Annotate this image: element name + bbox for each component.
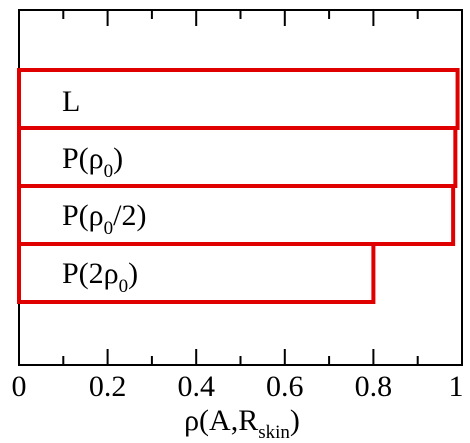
- x-tick-label-4: 0.8: [355, 370, 393, 403]
- x-axis-label: ρ(A,Rskin): [184, 404, 300, 443]
- x-tick-label-3: 0.6: [266, 370, 304, 403]
- x-tick-labels: 0 0.2 0.4 0.6 0.8 1: [12, 370, 464, 403]
- bar-label-p-rho0-half: P(ρ0/2): [62, 199, 146, 239]
- bar-label-p-2rho0: P(2ρ0): [62, 257, 138, 297]
- bar-label-l: L: [62, 85, 80, 118]
- x-tick-label-5: 1: [449, 370, 464, 403]
- x-tick-label-0: 0: [12, 370, 27, 403]
- bars: [17, 68, 460, 304]
- bar-0: [17, 68, 460, 130]
- bar-3: [17, 242, 376, 304]
- x-ticks: [18, 10, 463, 365]
- x-tick-label-1: 0.2: [89, 370, 127, 403]
- x-tick-label-2: 0.4: [177, 370, 215, 403]
- bar-label-p-rho0: P(ρ0): [62, 142, 123, 182]
